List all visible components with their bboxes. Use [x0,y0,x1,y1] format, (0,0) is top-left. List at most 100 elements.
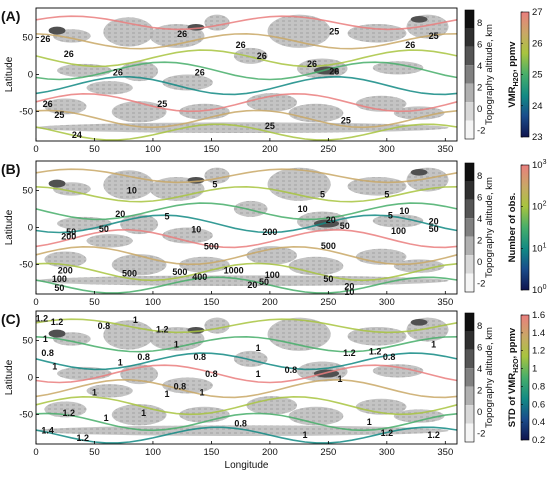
x-tick-label: 350 [437,144,453,155]
contour-line [35,185,458,203]
contour-label: 1 [302,430,307,440]
contour-label: 50 [259,277,269,287]
contour-label: 1.4 [41,426,54,436]
topography-colorbar-step [465,46,474,66]
land-patch [36,425,449,437]
contour-label: 50 [323,274,333,284]
land-patch [204,317,230,334]
topography-colorbar-step [465,331,474,350]
contour-label: 26 [195,67,205,77]
contour-label: 500 [321,241,336,251]
contour-label: 24 [72,130,82,140]
topography-colorbar-tick: 8 [477,171,482,182]
contour-label: 0.8 [174,381,187,391]
contour-label: 20 [344,282,354,292]
topography-colorbar-tick: 0 [477,104,482,115]
contour-label: 20 [115,209,125,219]
value-colorbar-tick: 25 [532,70,543,81]
land-patch [288,256,344,276]
contour-label: 5 [212,180,217,190]
land-patch [111,404,167,426]
contour-label: 0.8 [205,369,218,379]
contour-label: 20 [247,280,257,290]
contour-label: 500 [122,268,137,278]
land-patch [36,122,449,134]
land-patch [36,275,449,287]
contour-label: 26 [40,34,50,44]
x-tick-label: 100 [145,297,161,308]
contour-label: 200 [262,227,277,237]
value-colorbar-label: Number of obs. [507,193,518,263]
contour-label: 0.8 [285,365,298,375]
value-colorbar-tick: 23 [532,132,543,143]
x-tick-label: 100 [145,447,161,458]
topography-colorbar-tick: 2 [477,235,482,246]
value-colorbar-tick: 27 [532,7,543,18]
contour-label: 1 [367,417,372,427]
contour-label: 26 [43,99,53,109]
value-colorbar [520,314,530,441]
contour-label: 1.2 [427,430,440,440]
topography-colorbar-step [465,423,474,442]
contour-label: 1000 [224,265,244,275]
highland-patch [48,329,66,338]
x-tick-label: 300 [379,144,395,155]
contour-line [35,426,458,444]
topography-colorbar-step [465,102,474,121]
x-tick-label: 50 [89,297,100,308]
y-tick-label: 0 [28,70,33,81]
contour-line [35,412,458,432]
contour-label: 500 [204,242,219,252]
contour-label: 25 [265,121,275,131]
land-patch [246,246,298,265]
y-tick-label: 0 [28,373,33,384]
contour-line [35,364,458,384]
contour-lines [35,15,458,141]
x-tick-label: 50 [89,447,100,458]
contour-label: 1.2 [77,433,90,443]
topography-colorbar-tick: 4 [477,364,482,375]
y-axis-label: Latitude [4,359,15,395]
contour-label: 100 [52,274,67,284]
contour-label: 5 [320,189,325,199]
contour-label: 100 [265,270,280,280]
contour-label: 26 [307,59,317,69]
land-patch [372,364,424,378]
contour-label: 10 [191,225,201,235]
panel-label: (A) [1,8,20,24]
contour-label: 5 [388,211,393,221]
land-patch [393,259,445,273]
contour-line [35,123,458,141]
x-tick-label: 200 [262,297,278,308]
contour-label: 500 [172,267,187,277]
value-colorbar-label: STD of VMRH2O, ppmv [507,327,520,427]
topography-colorbar-step [465,349,474,369]
contour-label: 50 [54,283,64,293]
value-colorbar-label: VMRH2O, ppmv [507,41,520,108]
value-colorbar-tick: 1.4 [532,328,545,339]
value-colorbar-tick: 1 [532,364,537,375]
topography-colorbar-tick: -2 [477,428,485,439]
contour-lines [35,168,458,294]
value-colorbar-tick: 0.8 [532,381,545,392]
contour-label: 1.2 [343,348,356,358]
land-patch [267,317,331,351]
topography-colorbar-step [465,65,474,84]
topography-colorbar-step [465,273,474,292]
contour-label: 0.8 [41,348,54,358]
contour-label: 0.8 [98,321,111,331]
contour-label: 25 [157,99,167,109]
contour-lines [35,318,458,444]
y-tick-label: -50 [19,106,33,117]
contour-label: 1.2 [369,347,382,357]
topography-colorbar-tick: 6 [477,192,482,203]
highland-patch [410,318,428,326]
panel-label: (B) [1,161,20,177]
land-patch [233,47,268,64]
y-tick-label: -50 [19,409,33,420]
topography-colorbar-step [465,255,474,274]
highland-patch [410,15,428,23]
contour-line [35,395,458,416]
